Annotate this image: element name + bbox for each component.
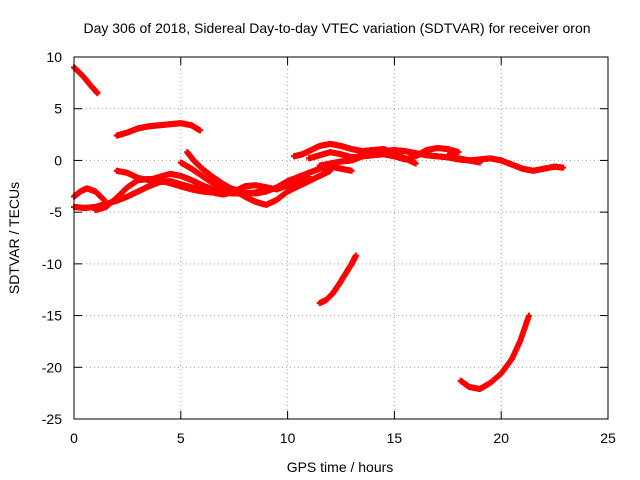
series-track-5: [92, 173, 312, 214]
data-point-marker: [560, 164, 567, 171]
series-track-2: [113, 120, 204, 139]
y-tick-label: 10: [46, 49, 62, 65]
y-tick-label: -15: [42, 308, 62, 324]
y-tick-label: -25: [42, 411, 62, 427]
chart-title: Day 306 of 2018, Sidereal Day-to-day VTE…: [83, 20, 590, 36]
series-track-13: [316, 252, 359, 307]
data-point-marker: [525, 312, 532, 319]
x-tick-label: 20: [493, 430, 509, 446]
data-point-marker: [348, 167, 355, 174]
series-track-8: [184, 149, 334, 208]
y-tick-label: -20: [42, 359, 62, 375]
data-point-marker: [327, 167, 334, 174]
grid-layer: [74, 57, 608, 419]
y-tick-label: -10: [42, 256, 62, 272]
x-tick-label: 25: [600, 430, 616, 446]
series-track-9: [291, 140, 419, 167]
series-track-14: [457, 312, 532, 393]
data-point-marker: [100, 196, 107, 203]
y-axis-label: SDTVAR / TECUs: [6, 182, 22, 294]
x-axis-label: GPS time / hours: [287, 459, 394, 475]
tick-layer: 0 5 10 15 20 25 10 5 0 -5 -10 -15 -20 -25: [42, 49, 616, 446]
series-track-12: [444, 152, 567, 174]
x-tick-label: 10: [280, 430, 296, 446]
x-tick-label: 15: [387, 430, 403, 446]
data-point-marker: [455, 149, 462, 156]
y-tick-label: 0: [54, 152, 62, 168]
data-layer: [71, 64, 567, 393]
data-point-marker: [197, 127, 204, 134]
y-tick-label: 5: [54, 101, 62, 117]
series-track-11: [316, 145, 462, 169]
series-track-4: [71, 185, 107, 203]
x-tick-label: 5: [177, 430, 185, 446]
data-point-marker: [412, 160, 419, 167]
plot-frame: [73, 56, 609, 420]
series-track-1: [71, 64, 101, 97]
x-tick-label: 0: [70, 430, 78, 446]
data-point-marker: [352, 252, 359, 259]
data-point-marker: [94, 90, 101, 97]
y-tick-label: -5: [50, 204, 63, 220]
